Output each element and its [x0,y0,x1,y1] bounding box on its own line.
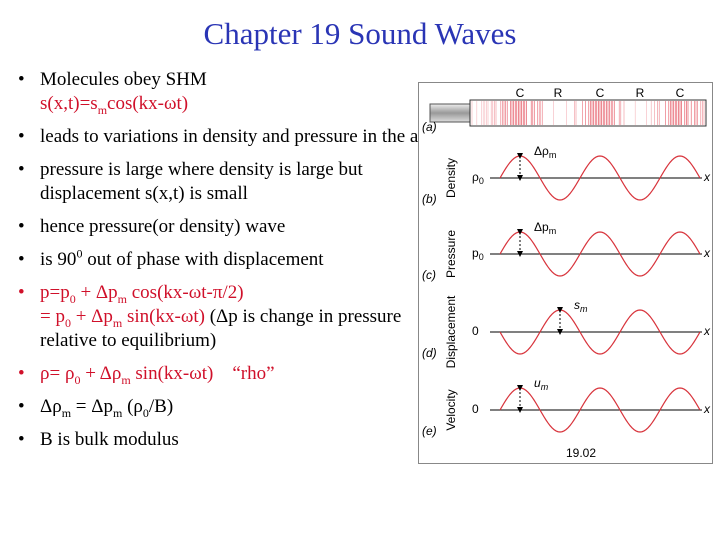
panel-label: (e) [422,424,437,438]
panel-label: (b) [422,192,437,206]
symbol: Δp [534,220,549,234]
subscript: m [541,382,549,392]
tube-label: C [676,86,685,100]
tube-label: C [516,86,525,100]
subscript: m [580,304,588,314]
tube-label: R [636,86,645,100]
subscript: m [549,150,557,160]
subscript: m [549,226,557,236]
text-run: “rho” [213,363,274,384]
text-run: = Δp [71,396,113,417]
bullet-list: Molecules obey SHMs(x,t)=smcos(kx-ωt) le… [18,68,440,461]
text-run: m [98,103,107,117]
axis-label: x [703,246,711,260]
text-run: p=p [40,282,70,303]
title: Chapter 19 Sound Waves [0,16,720,52]
text-run: pressure is large where density is large… [40,159,363,204]
axis-label: x [703,402,711,416]
quantity-label: Displacement [444,295,458,368]
figure-frame [419,83,713,464]
bullet: ρ= ρ0 + Δρm sin(kx-ωt) “rho” [40,362,440,386]
text-run: m [62,406,71,420]
symbol: Δρ [534,144,549,158]
quantity-label: Pressure [444,230,458,278]
text-run: m [118,292,127,306]
subscript: 0 [479,176,484,186]
text-run: s(x,t)=s [40,93,98,114]
text-run: hence pressure(or density) wave [40,216,285,237]
tube-label: C [596,86,605,100]
origin-label: 0 [472,324,479,338]
figure-caption: 19.02 [566,446,596,460]
bullet: Molecules obey SHM s(x,t)=smcos(kx-ωt) [40,68,440,116]
tube-label: R [554,86,563,100]
text-run: (ρ [122,396,143,417]
text-run: sin(kx-ωt) [131,363,214,384]
axis-label: x [703,324,711,338]
quantity-label: Velocity [444,389,458,430]
text-run: B is bulk modulus [40,429,179,450]
bullet: hence pressure(or density) wave [40,215,440,239]
text-run: /B) [149,396,173,417]
axis-label: x [703,170,711,184]
text-run: sin(kx-ωt) [122,306,205,327]
text-run: + Δp [71,306,113,327]
bullet: Δρm = Δpm (ρ0/B) [40,395,440,419]
origin-label: 0 [472,402,479,416]
text-run: cos(kx-ωt) [107,93,188,114]
text-run: ρ= ρ [40,363,74,384]
text-run: out of phase with displacement [82,249,323,270]
text-run: m [113,406,122,420]
panel-label: (c) [422,268,436,282]
text-run: Δρ [40,396,62,417]
text-run: + Δp [76,282,118,303]
panel-label: (a) [422,120,437,134]
bullet: is 900 out of phase with displacement [40,248,440,272]
text-run: cos(kx-ωt-π/2) [127,282,244,303]
symbol: 0 [472,324,479,338]
text-run: leads to variations in density and press… [40,126,430,147]
text-run: Molecules obey SHM [40,69,207,90]
text-run: m [113,316,122,330]
subscript: 0 [479,252,484,262]
symbol: 0 [472,402,479,416]
text-run: = p [40,306,65,327]
quantity-label: Density [444,158,458,198]
text-run: is 90 [40,249,76,270]
bullet: pressure is large where density is large… [40,158,440,206]
bullet: leads to variations in density and press… [40,125,440,149]
text-run: m [121,373,130,387]
bullet: p=p0 + Δpm cos(kx-ωt-π/2)= p0 + Δpm sin(… [40,281,440,353]
text-run: + Δρ [80,363,121,384]
figure: C R C R C (a) 19.02 (b)Density ρ0 xΔρm(c) P… [418,82,713,464]
panel-label: (d) [422,346,437,360]
bullet: B is bulk modulus [40,428,440,452]
